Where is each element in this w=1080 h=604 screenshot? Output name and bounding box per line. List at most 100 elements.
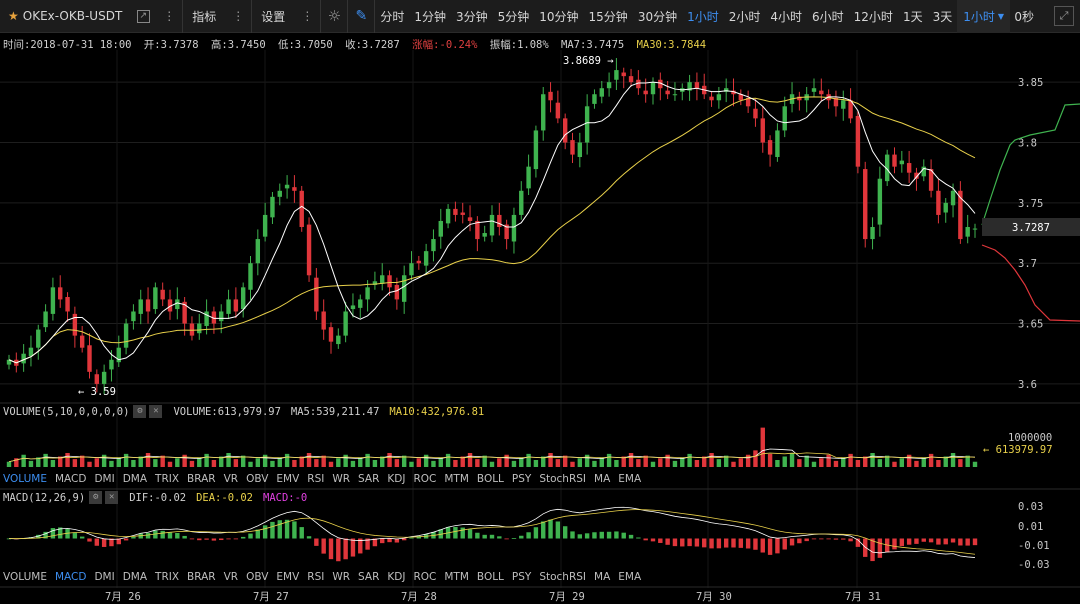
volume-bar [204, 453, 209, 467]
macd-histogram-bar [731, 538, 736, 548]
period-tab-0[interactable]: 分时 [380, 9, 405, 24]
period-tab-11[interactable]: 12小时 [853, 9, 893, 24]
indicators-button[interactable]: 指标 [192, 9, 217, 24]
volume-bar [848, 453, 853, 467]
period-tab-13[interactable]: 3天 [932, 9, 953, 24]
indicator-tab-ema[interactable]: EMA [618, 571, 642, 583]
candle-body [811, 88, 817, 92]
indicator-tab-dmi[interactable]: DMI [94, 571, 115, 583]
volume-bar [409, 461, 414, 467]
indicator-tab-sar[interactable]: SAR [358, 473, 380, 485]
candle-body [131, 311, 136, 322]
period-tab-6[interactable]: 30分钟 [637, 9, 678, 24]
period-tab-3[interactable]: 5分钟 [497, 9, 530, 24]
indicator-tab-mtm[interactable]: MTM [444, 473, 469, 485]
indicator-tab-emv[interactable]: EMV [276, 571, 300, 583]
indicator-tab-brar[interactable]: BRAR [187, 571, 216, 583]
period-tab-4[interactable]: 10分钟 [539, 9, 579, 24]
indicator-tab-dma[interactable]: DMA [122, 473, 148, 485]
indicator-tab-roc[interactable]: ROC [413, 571, 437, 583]
indicator-tab-boll[interactable]: BOLL [476, 473, 504, 485]
indicator-tab-ema[interactable]: EMA [618, 473, 642, 485]
macd-histogram-bar [687, 538, 692, 547]
volume-bar [219, 456, 224, 467]
indicator-tab-stochrsi[interactable]: StochRSI [539, 571, 587, 583]
indicator-tab-ma[interactable]: MA [594, 473, 611, 485]
period-tab-7[interactable]: 1小时 [687, 9, 719, 24]
indicator-tab-stochrsi[interactable]: StochRSI [539, 473, 587, 485]
indicator-tab-obv[interactable]: OBV [246, 473, 269, 485]
macd-histogram-bar [328, 538, 334, 560]
countdown-label: 0秒 [1014, 9, 1034, 24]
indicator-tab-macd[interactable]: MACD [54, 473, 87, 485]
volume-bar [43, 453, 48, 467]
candle-body [643, 90, 648, 95]
volume-bar [606, 453, 612, 467]
period-tab-8[interactable]: 2小时 [728, 9, 761, 24]
indicator-tab-roc[interactable]: ROC [413, 473, 437, 485]
period-dropdown[interactable]: 1小时 ▼ [957, 0, 1011, 33]
volume-bar [797, 459, 802, 467]
candle-body [270, 196, 275, 218]
volume-bar [819, 458, 824, 467]
candle-body [848, 100, 853, 119]
volume-settings-icon[interactable]: ⚙ [133, 405, 147, 418]
candle-body [123, 323, 129, 348]
candle-body [628, 76, 634, 83]
indicator-tab-mtm[interactable]: MTM [444, 571, 469, 583]
candle-body [167, 299, 173, 312]
macd-histogram-bar [592, 532, 597, 539]
indicator-tab-kdj[interactable]: KDJ [387, 473, 406, 485]
macd-histogram-bar [526, 532, 531, 539]
theme-sun-icon[interactable]: ☼ [327, 7, 342, 25]
indicator-tab-wr[interactable]: WR [332, 571, 351, 583]
indicators-more-icon[interactable]: ⋮ [232, 9, 245, 23]
period-tab-2[interactable]: 3分钟 [455, 9, 488, 24]
macd-histogram-bar [672, 538, 678, 547]
open-external-icon[interactable]: ↗ [130, 0, 156, 33]
indicator-tab-boll[interactable]: BOLL [476, 571, 504, 583]
indicator-tab-vr[interactable]: VR [223, 473, 239, 485]
fullscreen-button[interactable]: ⤢ [1048, 0, 1080, 33]
volume-axis-label: 1000000 [1008, 432, 1052, 444]
indicator-tab-emv[interactable]: EMV [276, 473, 300, 485]
indicator-tab-macd[interactable]: MACD [54, 571, 87, 583]
indicator-tab-volume[interactable]: VOLUME [3, 473, 47, 485]
favorite-star-icon[interactable]: ★ [8, 9, 19, 23]
period-tab-9[interactable]: 4小时 [770, 9, 803, 24]
indicator-tab-dma[interactable]: DMA [122, 571, 148, 583]
indicator-tab-psy[interactable]: PSY [511, 473, 532, 485]
period-tab-5[interactable]: 15分钟 [588, 9, 628, 24]
indicator-tab-brar[interactable]: BRAR [187, 473, 216, 485]
volume-close-icon[interactable]: ✕ [149, 405, 163, 418]
draw-pen-icon[interactable]: ✎ [355, 8, 368, 24]
chevron-down-icon: ▼ [997, 11, 1005, 21]
indicator-tab-rsi[interactable]: RSI [307, 473, 325, 485]
macd-histogram-bar [833, 538, 839, 540]
indicator-tab-rsi[interactable]: RSI [307, 571, 325, 583]
period-tab-10[interactable]: 6小时 [812, 9, 844, 24]
indicator-tab-trix[interactable]: TRIX [155, 473, 180, 485]
period-tab-1[interactable]: 1分钟 [414, 9, 446, 24]
indicator-tab-wr[interactable]: WR [332, 473, 351, 485]
macd-histogram-bar [416, 536, 422, 539]
indicator-tab-psy[interactable]: PSY [511, 571, 532, 583]
macd-close-icon[interactable]: ✕ [105, 491, 119, 504]
indicator-tab-sar[interactable]: SAR [358, 571, 380, 583]
period-tab-12[interactable]: 1天 [902, 9, 923, 24]
more-dots-icon[interactable]: ⋮ [163, 9, 176, 23]
volume-bar [921, 457, 926, 467]
symbol-selector[interactable]: ★ OKEx-OKB-USDT [0, 0, 130, 33]
indicator-tab-trix[interactable]: TRIX [155, 571, 180, 583]
indicator-tab-ma[interactable]: MA [594, 571, 611, 583]
settings-more-icon[interactable]: ⋮ [301, 9, 314, 23]
indicator-tab-vr[interactable]: VR [223, 571, 239, 583]
indicator-tab-obv[interactable]: OBV [246, 571, 269, 583]
indicator-tab-volume[interactable]: VOLUME [3, 571, 47, 583]
settings-button[interactable]: 设置 [261, 9, 286, 24]
volume-bar [826, 454, 831, 467]
indicator-tab-kdj[interactable]: KDJ [387, 571, 406, 583]
indicator-tab-dmi[interactable]: DMI [94, 473, 115, 485]
macd-settings-icon[interactable]: ⚙ [89, 491, 103, 504]
